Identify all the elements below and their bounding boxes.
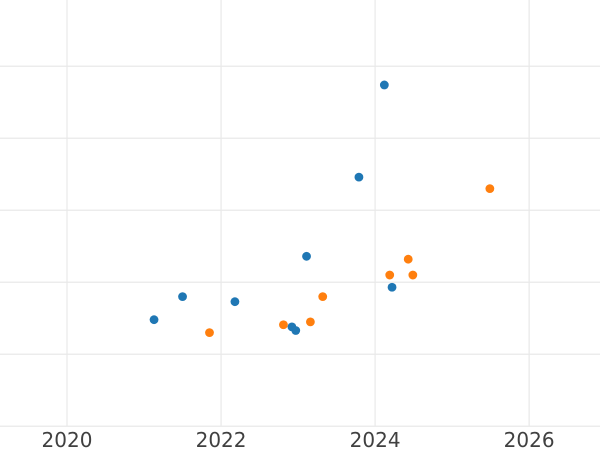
x-tick-label: 2020 [42, 428, 93, 450]
x-tick-label: 2026 [504, 428, 555, 450]
data-point-blue-series [178, 292, 187, 302]
data-point-blue-series [149, 315, 159, 325]
data-point-blue-series [230, 297, 240, 307]
data-point-blue-series [291, 326, 301, 335]
data-point-orange-series [205, 328, 214, 338]
data-point-orange-series [403, 254, 413, 264]
data-point-orange-series [279, 320, 288, 330]
data-point-orange-series [385, 270, 395, 280]
data-point-blue-series [354, 172, 364, 182]
data-point-orange-series [408, 270, 418, 280]
data-point-orange-series [305, 317, 315, 327]
data-point-blue-series [379, 80, 389, 90]
data-point-blue-series [387, 282, 397, 292]
x-tick-label: 2022 [196, 428, 247, 450]
data-point-orange-series [318, 292, 328, 302]
x-tick-label: 2024 [350, 428, 401, 450]
data-point-blue-series [302, 251, 311, 261]
data-point-orange-series [485, 184, 495, 194]
